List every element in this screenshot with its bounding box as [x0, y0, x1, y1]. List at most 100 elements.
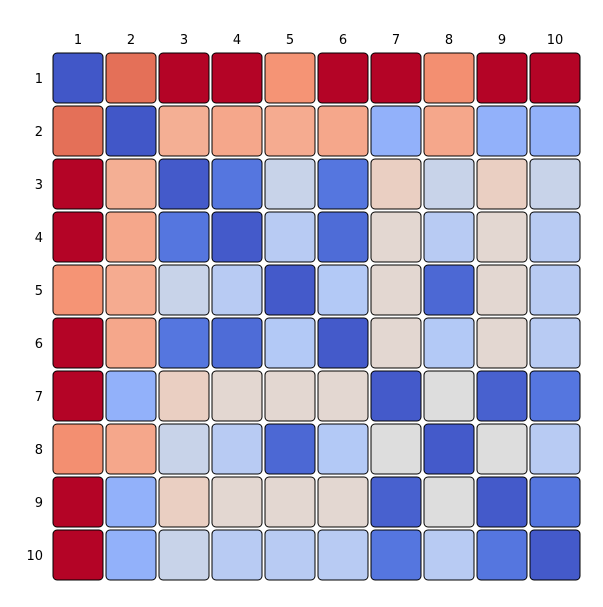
heatmap-cell [52, 317, 104, 369]
heatmap-cell [317, 211, 369, 263]
heatmap-cell [264, 529, 316, 581]
heatmap-cell [317, 529, 369, 581]
heatmap-cell [211, 423, 263, 475]
heatmap-cell [476, 264, 528, 316]
heatmap-cell [158, 52, 210, 104]
heatmap-cell [476, 370, 528, 422]
heatmap-cell [317, 476, 369, 528]
heatmap-cell [370, 529, 422, 581]
heatmap-cell [370, 52, 422, 104]
x-tick-label: 2 [127, 33, 135, 48]
heatmap-cell [211, 52, 263, 104]
heatmap-cell [264, 476, 316, 528]
heatmap-cell [158, 105, 210, 157]
heatmap-cell [105, 476, 157, 528]
heatmap-cell [264, 264, 316, 316]
heatmap-cell [105, 105, 157, 157]
heatmap-cell [423, 211, 475, 263]
heatmap-cell [52, 264, 104, 316]
heatmap-cell [158, 317, 210, 369]
heatmap-cell [264, 52, 316, 104]
heatmap-cell [211, 211, 263, 263]
heatmap-cell [317, 105, 369, 157]
heatmap-cell [211, 264, 263, 316]
heatmap-cell [476, 529, 528, 581]
x-tick-label: 5 [286, 33, 294, 48]
heatmap-cell [423, 105, 475, 157]
heatmap-cell [158, 211, 210, 263]
x-tick-label: 9 [498, 33, 506, 48]
heatmap-cell [317, 423, 369, 475]
heatmap-cell [529, 370, 581, 422]
x-tick-labels: 1 2 3 4 5 6 7 8 9 10 [74, 33, 563, 48]
heatmap-cell [529, 317, 581, 369]
y-tick-label: 6 [35, 337, 43, 352]
heatmap-cell [211, 317, 263, 369]
y-tick-label: 2 [35, 125, 43, 140]
heatmap-cell [423, 264, 475, 316]
heatmap-cell [105, 423, 157, 475]
heatmap-cell [529, 211, 581, 263]
heatmap-cell [264, 423, 316, 475]
y-tick-label: 3 [35, 178, 43, 193]
heatmap-cell [211, 105, 263, 157]
heatmap-cell [105, 529, 157, 581]
heatmap-cell [317, 52, 369, 104]
heatmap-cell [105, 264, 157, 316]
heatmap-cell [211, 158, 263, 210]
heatmap-cell [476, 52, 528, 104]
heatmap-cell [211, 529, 263, 581]
heatmap-cell [423, 423, 475, 475]
y-tick-label: 1 [35, 72, 43, 87]
heatmap-cell [370, 211, 422, 263]
heatmap-cell [370, 476, 422, 528]
y-tick-labels: 1 2 3 4 5 6 7 8 9 10 [26, 72, 43, 564]
y-tick-label: 5 [35, 284, 43, 299]
heatmap-cells [52, 52, 581, 581]
heatmap-cell [529, 476, 581, 528]
heatmap-cell [158, 370, 210, 422]
heatmap-cell [264, 370, 316, 422]
heatmap-cell [105, 158, 157, 210]
heatmap-cell [370, 423, 422, 475]
x-tick-label: 3 [180, 33, 188, 48]
heatmap-cell [105, 211, 157, 263]
heatmap-cell [317, 370, 369, 422]
heatmap-cell [52, 476, 104, 528]
x-tick-label: 1 [74, 33, 82, 48]
heatmap-cell [52, 158, 104, 210]
heatmap-cell [105, 370, 157, 422]
heatmap-cell [52, 423, 104, 475]
heatmap-cell [264, 105, 316, 157]
heatmap-cell [529, 105, 581, 157]
y-tick-label: 7 [35, 390, 43, 405]
heatmap-cell [476, 158, 528, 210]
heatmap-cell [476, 317, 528, 369]
heatmap-cell [423, 476, 475, 528]
heatmap-cell [370, 105, 422, 157]
heatmap-cell [52, 105, 104, 157]
heatmap-cell [52, 370, 104, 422]
x-tick-label: 6 [339, 33, 347, 48]
heatmap-cell [105, 317, 157, 369]
heatmap-cell [423, 158, 475, 210]
heatmap-cell [370, 317, 422, 369]
heatmap-cell [211, 476, 263, 528]
heatmap-cell [529, 423, 581, 475]
heatmap-cell [529, 264, 581, 316]
heatmap-cell [158, 529, 210, 581]
heatmap-cell [158, 264, 210, 316]
x-tick-label: 4 [233, 33, 241, 48]
heatmap-cell [264, 317, 316, 369]
heatmap-cell [370, 370, 422, 422]
heatmap-cell [476, 423, 528, 475]
heatmap-cell [52, 211, 104, 263]
heatmap-cell [52, 529, 104, 581]
heatmap-cell [317, 317, 369, 369]
x-tick-label: 7 [392, 33, 400, 48]
heatmap-cell [370, 158, 422, 210]
heatmap-cell [158, 423, 210, 475]
y-tick-label: 10 [26, 549, 43, 564]
